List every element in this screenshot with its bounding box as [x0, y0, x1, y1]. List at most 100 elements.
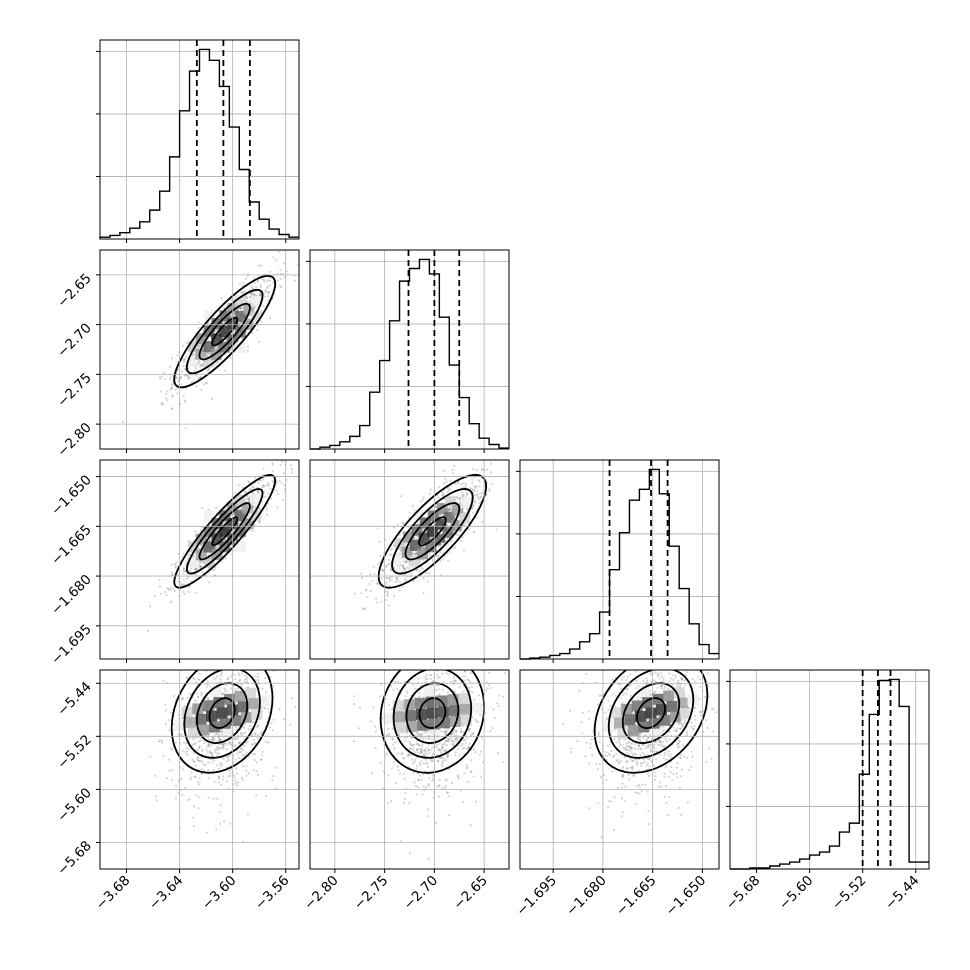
sample-point	[289, 464, 292, 467]
sample-point	[435, 821, 438, 825]
sample-point	[659, 648, 661, 650]
sample-point	[441, 743, 444, 747]
sample-point	[454, 754, 457, 757]
sample-point	[439, 749, 442, 752]
sample-point	[199, 559, 202, 563]
sample-point	[217, 544, 220, 547]
sample-point	[442, 680, 445, 683]
sample-point	[269, 455, 271, 457]
sample-point	[192, 743, 195, 746]
sample-point	[369, 573, 372, 576]
sample-point	[418, 734, 421, 737]
sample-point	[445, 739, 448, 742]
sample-point	[259, 294, 262, 297]
sample-point	[387, 564, 390, 567]
sample-point	[680, 723, 684, 726]
sample-point	[380, 600, 383, 603]
sample-point	[393, 566, 396, 569]
sample-point	[474, 751, 477, 754]
sample-point	[240, 307, 243, 310]
sample-point	[272, 718, 275, 721]
sample-point	[200, 529, 203, 532]
sample-point	[404, 561, 407, 564]
sample-point	[255, 328, 259, 331]
sample-point	[160, 403, 163, 406]
sample-point	[290, 468, 293, 471]
sample-point	[262, 484, 265, 487]
sample-point	[171, 384, 174, 387]
sample-point	[705, 760, 708, 763]
sample-point	[200, 565, 203, 568]
sample-point	[207, 796, 210, 799]
sample-point	[438, 675, 441, 679]
sample-point	[223, 687, 226, 690]
sample-point	[459, 730, 463, 734]
sample-point	[419, 748, 422, 751]
sample-point	[451, 739, 454, 742]
sample-point	[222, 742, 225, 746]
sample-point	[471, 511, 475, 514]
sample-point	[470, 665, 472, 667]
sample-point	[201, 561, 204, 564]
sample-point	[158, 585, 161, 588]
sample-point	[453, 465, 456, 468]
contour-3-1-3	[379, 670, 486, 774]
sample-point	[404, 739, 407, 742]
density-cell	[234, 510, 246, 522]
sample-point	[413, 758, 417, 762]
sample-point	[431, 746, 434, 749]
sample-point	[239, 321, 242, 324]
sample-point	[202, 763, 206, 766]
sample-point	[423, 748, 426, 751]
sample-point	[224, 538, 227, 541]
sample-point	[457, 482, 460, 485]
sample-point	[218, 737, 221, 740]
sample-point	[247, 498, 250, 501]
sample-point	[404, 561, 407, 564]
density-cell	[203, 541, 215, 553]
sample-point	[230, 743, 233, 747]
density-cell	[250, 510, 262, 522]
sample-point	[245, 664, 247, 666]
sample-point	[403, 680, 406, 683]
sample-point	[400, 570, 403, 573]
sample-point	[218, 777, 221, 780]
sample-point	[468, 742, 471, 746]
sample-point	[352, 703, 356, 706]
sample-point	[459, 661, 461, 663]
sample-point	[208, 581, 211, 584]
sample-point	[431, 754, 434, 757]
sample-point	[161, 375, 164, 378]
sample-point	[419, 733, 422, 737]
sample-point	[450, 740, 453, 743]
sample-point	[423, 546, 426, 549]
sample-point	[239, 660, 241, 662]
density-cell	[204, 310, 215, 322]
sample-point	[279, 268, 282, 271]
sample-point	[220, 671, 223, 674]
panel-3-2-density	[562, 648, 718, 839]
density-cell	[460, 714, 472, 726]
sample-point	[253, 759, 256, 762]
sample-point	[375, 597, 378, 600]
sample-point	[233, 684, 236, 687]
density-cell	[251, 708, 263, 720]
sample-point	[399, 581, 402, 584]
sample-point	[269, 284, 272, 287]
sample-point	[207, 697, 210, 700]
sample-point	[446, 730, 449, 733]
sample-point	[220, 783, 223, 787]
sample-point	[245, 769, 248, 772]
sample-point	[246, 740, 249, 743]
panel-2-0-density	[147, 455, 294, 632]
sample-point	[223, 369, 226, 372]
density-cell	[202, 700, 214, 712]
density-cell	[447, 694, 459, 706]
sample-point	[217, 747, 220, 751]
sample-point	[216, 754, 219, 757]
sample-point	[379, 560, 382, 563]
sample-point	[215, 361, 218, 364]
sample-point	[186, 377, 189, 380]
sample-point	[283, 484, 286, 487]
sample-point	[446, 739, 449, 742]
